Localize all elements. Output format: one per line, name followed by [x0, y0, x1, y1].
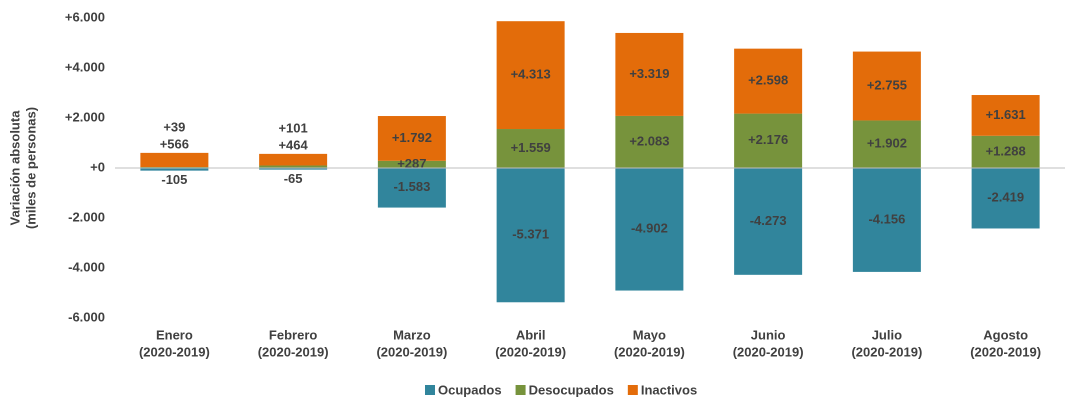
- y-tick-label: -4.000: [68, 259, 105, 274]
- bar-segment: [615, 32, 684, 116]
- bar-segment: [496, 21, 565, 130]
- value-label: -4.273: [750, 213, 787, 228]
- value-label: +1.559: [511, 140, 551, 155]
- bar-segment: [259, 153, 328, 166]
- y-tick-label: -2.000: [68, 209, 105, 224]
- value-label: -2.419: [987, 190, 1024, 205]
- value-label: +287: [397, 156, 426, 171]
- value-label: +2.598: [748, 73, 788, 88]
- legend-label: Desocupados: [529, 382, 614, 397]
- bar-segment: [615, 115, 684, 168]
- legend-label: Inactivos: [641, 382, 697, 397]
- value-label: -65: [284, 171, 303, 186]
- value-label: +101: [278, 120, 307, 135]
- value-label: +566: [160, 136, 189, 151]
- y-tick-label: +0: [90, 159, 105, 174]
- x-tick-label: (2020-2019): [495, 344, 566, 359]
- bar-segment: [140, 152, 209, 168]
- y-axis-title-line: Variación absoluta: [7, 110, 22, 226]
- bar-segment: [496, 168, 565, 303]
- y-axis-title-line: (miles de personas): [23, 107, 38, 229]
- y-tick-label: +6.000: [65, 9, 105, 24]
- y-tick-label: +2.000: [65, 109, 105, 124]
- bar-segment: [259, 165, 328, 168]
- bar-segment: [140, 168, 209, 171]
- x-tick-label: Enero: [156, 327, 193, 342]
- value-label: +1.792: [392, 130, 432, 145]
- value-label: +2.176: [748, 132, 788, 147]
- x-tick-label: Marzo: [393, 327, 431, 342]
- x-tick-label: Mayo: [633, 327, 666, 342]
- y-tick-label: -6.000: [68, 309, 105, 324]
- x-tick-label: Febrero: [269, 327, 317, 342]
- value-label: +4.313: [511, 67, 551, 82]
- bar-segment: [852, 168, 921, 272]
- bar-segment: [377, 116, 446, 161]
- x-tick-label: (2020-2019): [851, 344, 922, 359]
- bar-segment: [852, 51, 921, 121]
- value-label: -4.156: [868, 211, 905, 226]
- value-label: +2.755: [867, 77, 907, 92]
- x-tick-label: (2020-2019): [139, 344, 210, 359]
- bar-segment: [496, 129, 565, 168]
- x-tick-label: (2020-2019): [258, 344, 329, 359]
- x-tick-label: Abril: [516, 327, 546, 342]
- bar-segment: [734, 113, 803, 168]
- legend-label: Ocupados: [438, 382, 502, 397]
- x-tick-label: (2020-2019): [970, 344, 1041, 359]
- value-label: +1.631: [986, 107, 1026, 122]
- value-label: -4.902: [631, 221, 668, 236]
- x-tick-label: Agosto: [983, 327, 1028, 342]
- bar-segment: [971, 168, 1040, 229]
- bar-segment: [852, 120, 921, 168]
- bar-segment: [377, 168, 446, 208]
- x-tick-label: Julio: [872, 327, 902, 342]
- bar-segment: [377, 160, 446, 168]
- value-label: +1.288: [986, 143, 1026, 158]
- value-label: -5.371: [512, 227, 549, 242]
- x-tick-label: (2020-2019): [376, 344, 447, 359]
- x-tick-label: (2020-2019): [614, 344, 685, 359]
- value-label: -1.583: [393, 179, 430, 194]
- legend-swatch: [425, 385, 435, 395]
- y-axis-title: Variación absoluta (miles de personas): [7, 107, 38, 229]
- bar-segment: [259, 168, 328, 170]
- bar-segment: [971, 95, 1040, 136]
- bar-segment: [734, 48, 803, 114]
- legend-swatch: [515, 385, 526, 395]
- x-tick-label: Junio: [751, 327, 786, 342]
- bar-segment: [615, 168, 684, 291]
- y-tick-label: +4.000: [65, 59, 105, 74]
- bar-segment: [734, 168, 803, 275]
- value-label: +1.902: [867, 136, 907, 151]
- value-label: +464: [278, 137, 308, 152]
- value-label: +3.319: [629, 66, 669, 81]
- bar-segment: [971, 135, 1040, 168]
- x-tick-label: (2020-2019): [733, 344, 804, 359]
- value-label: +2.083: [629, 133, 669, 148]
- value-label: -105: [161, 172, 187, 187]
- value-label: +39: [163, 119, 185, 134]
- legend-swatch: [627, 385, 638, 395]
